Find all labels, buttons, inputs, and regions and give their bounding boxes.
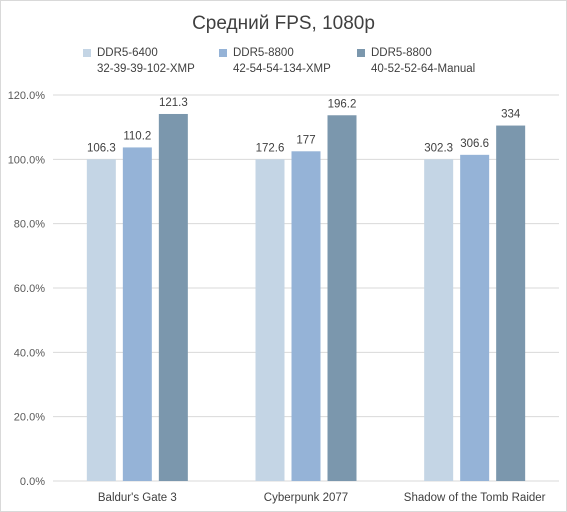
data-label: 121.3 (159, 97, 188, 109)
bar (255, 159, 285, 482)
legend-label-3: DDR5-8800 40-52-52-64-Manual (371, 45, 475, 77)
legend-label-3-line1: DDR5-8800 (371, 47, 432, 59)
x-category-label: Cyberpunk 2077 (264, 492, 348, 504)
x-category-label: Baldur's Gate 3 (98, 492, 177, 504)
legend-swatch-2 (219, 49, 227, 57)
y-tick-label: 60.0% (14, 283, 45, 295)
legend-label-2-line2: 42-54-54-134-XMP (233, 63, 331, 75)
chart-title: Средний FPS, 1080p (192, 13, 375, 34)
legend-label-1: DDR5-6400 32-39-39-102-XMP (97, 45, 195, 77)
legend-swatch-3 (357, 49, 365, 57)
y-tick-label: 0.0% (20, 476, 45, 488)
bar (122, 147, 152, 481)
y-tick-label: 20.0% (14, 412, 45, 424)
data-label: 177 (296, 134, 315, 146)
bar (327, 115, 357, 481)
legend-label-1-line1: DDR5-6400 (97, 47, 158, 59)
y-tick-label: 100.0% (8, 154, 46, 166)
data-label: 106.3 (87, 142, 116, 154)
data-label: 172.6 (256, 142, 285, 154)
data-label: 196.2 (328, 98, 357, 110)
legend-label-2: DDR5-8800 42-54-54-134-XMP (233, 45, 331, 77)
bar (496, 125, 526, 481)
y-tick-label: 80.0% (14, 219, 45, 231)
data-label: 110.2 (123, 130, 151, 142)
y-tick-label: 40.0% (14, 347, 45, 359)
x-category-label: Shadow of the Tomb Raider (404, 492, 546, 504)
bar (158, 113, 188, 481)
bar (86, 159, 116, 482)
y-tick-label: 120.0% (8, 90, 46, 102)
legend-swatch-1 (83, 49, 91, 57)
legend-label-1-line2: 32-39-39-102-XMP (97, 63, 195, 75)
legend-label-3-line2: 40-52-52-64-Manual (371, 63, 476, 75)
data-label: 334 (501, 109, 521, 121)
legend-label-2-line1: DDR5-8800 (233, 47, 294, 59)
data-label: 302.3 (424, 142, 453, 154)
data-label: 306.6 (460, 138, 489, 150)
bar (460, 154, 490, 481)
bar (424, 159, 454, 482)
bar (291, 151, 321, 481)
